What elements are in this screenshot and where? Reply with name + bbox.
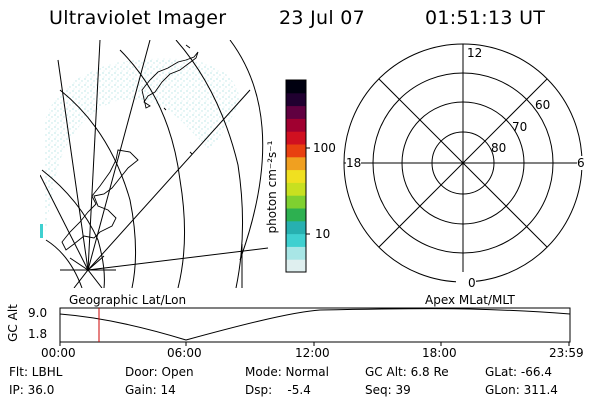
observation-date: 23 Jul 07	[279, 7, 366, 29]
geographic-caption: Geographic Lat/Lon	[69, 293, 187, 307]
colorbar-stripe	[286, 92, 306, 107]
time-tick-0600: 06:00	[167, 346, 202, 360]
colorbar-gradient	[286, 80, 306, 273]
colorbar	[285, 79, 310, 273]
colorbar-stripe	[286, 156, 306, 171]
colorbar-stripe	[286, 131, 306, 145]
colorbar-tick-100: 100	[313, 141, 336, 155]
colorbar-stripe	[286, 208, 306, 222]
lat-label-80: 80	[491, 141, 507, 155]
altitude-curve	[59, 308, 571, 341]
apex-caption: Apex MLat/MLT	[425, 293, 515, 307]
alt-tick-9: 9.0	[28, 306, 48, 320]
mlt-label-12: 12	[467, 46, 483, 60]
time-tick-2359: 23:59	[549, 346, 584, 360]
time-tick-1800: 18:00	[422, 346, 457, 360]
colorbar-stripe	[286, 105, 306, 119]
colorbar-frame	[285, 79, 307, 273]
auroral-emission-region	[45, 58, 240, 235]
gc-alt-info: GC Alt: 6.8 Re	[365, 365, 449, 379]
ip-info: IP: 36.0	[9, 383, 55, 397]
observation-time: 01:51:13 UT	[425, 7, 546, 29]
colorbar-stripe	[286, 195, 306, 209]
edge-emission	[40, 224, 43, 238]
colorbar-stripe	[286, 144, 306, 158]
glat-info: GLat: -66.4	[485, 365, 552, 379]
mlt-label-0: 0	[468, 276, 476, 290]
mlt-diagonal-2	[378, 78, 548, 248]
colorbar-unit-label: photon cm⁻²s⁻¹	[265, 140, 279, 234]
mlt-label-18: 18	[346, 156, 362, 170]
colorbar-stripe	[286, 220, 306, 235]
time-tick-0000: 00:00	[41, 346, 76, 360]
coastline-north	[141, 51, 199, 109]
instrument-title: Ultraviolet Imager	[49, 7, 227, 29]
altitude-plot	[59, 307, 571, 346]
altitude-plot-frame	[59, 307, 571, 343]
alt-axis-label: GC Alt	[5, 304, 20, 342]
lat-label-60: 60	[535, 98, 551, 112]
colorbar-tick-10: 10	[315, 227, 331, 241]
lat-label-70: 70	[512, 120, 528, 134]
colorbar-stripe	[286, 233, 306, 247]
dsp-info: Dsp: -5.4	[245, 383, 311, 397]
colorbar-stripe	[286, 259, 306, 273]
gain-info: Gain: 14	[125, 383, 176, 397]
mode-info: Mode: Normal	[245, 365, 329, 379]
door-info: Door: Open	[125, 365, 194, 379]
polar-mlat-mlt-plot	[343, 43, 583, 286]
mlt-label-6: 6	[577, 156, 585, 170]
filter-info: Flt: LBHL	[9, 365, 63, 379]
time-tick-1200: 12:00	[295, 346, 330, 360]
colorbar-stripe	[286, 118, 306, 132]
sequence-info: Seq: 39	[365, 383, 411, 397]
glon-info: GLon: 311.4	[485, 383, 558, 397]
colorbar-stripe	[286, 169, 306, 183]
alt-tick-1-8: 1.8	[28, 327, 48, 341]
coastline-antarctic-peninsula	[61, 149, 139, 251]
colorbar-stripe	[286, 182, 306, 196]
colorbar-stripe	[286, 246, 306, 260]
colorbar-stripe	[286, 80, 306, 94]
